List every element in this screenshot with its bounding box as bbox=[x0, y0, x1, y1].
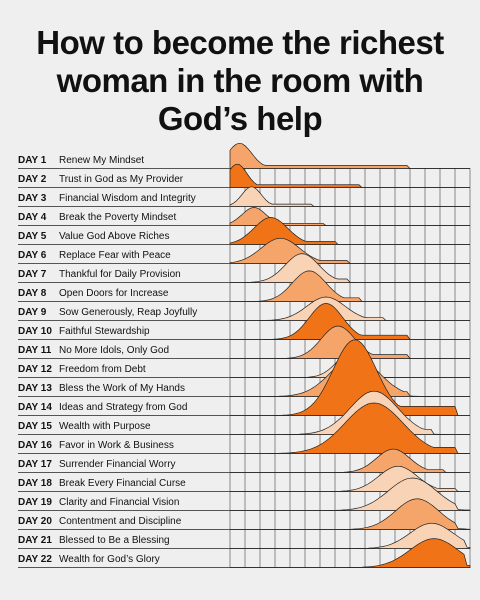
day-row: DAY 19 Clarity and Financial Vision bbox=[18, 492, 230, 511]
day-label: Ideas and Strategy from God bbox=[59, 402, 188, 413]
day-number: DAY 20 bbox=[18, 516, 52, 527]
ridge-day-9 bbox=[230, 296, 470, 321]
day-label: Renew My Mindset bbox=[59, 155, 145, 166]
day-row: DAY 14 Ideas and Strategy from God bbox=[18, 397, 230, 416]
day-number: DAY 6 bbox=[18, 250, 47, 261]
day-row: DAY 11 No More Idols, Only God bbox=[18, 340, 230, 359]
day-number: DAY 3 bbox=[18, 193, 47, 204]
day-label: Break the Poverty Mindset bbox=[59, 212, 177, 223]
day-label: Faithful Stewardship bbox=[59, 326, 150, 337]
day-number: DAY 9 bbox=[18, 307, 47, 318]
title-line-2: woman in the room with bbox=[56, 62, 424, 99]
day-number: DAY 10 bbox=[18, 326, 52, 337]
day-row: DAY 2 Trust in God as My Provider bbox=[18, 169, 230, 188]
day-label: Freedom from Debt bbox=[59, 364, 146, 375]
day-row: DAY 9 Sow Generously, Reap Joyfully bbox=[18, 302, 230, 321]
day-row: DAY 13 Bless the Work of My Hands bbox=[18, 378, 230, 397]
day-label: Wealth for God’s Glory bbox=[59, 554, 160, 565]
day-label: Break Every Financial Curse bbox=[59, 478, 186, 489]
day-label: Clarity and Financial Vision bbox=[59, 497, 180, 508]
ridge-day-14 bbox=[230, 339, 470, 416]
day-row: DAY 4 Break the Poverty Mindset bbox=[18, 207, 230, 226]
day-label: No More Idols, Only God bbox=[59, 345, 170, 356]
day-label: Contentment and Discipline bbox=[59, 516, 182, 527]
ridge-day-8 bbox=[230, 270, 470, 302]
day-number: DAY 7 bbox=[18, 269, 47, 280]
day-row: DAY 1 Renew My Mindset bbox=[18, 150, 230, 169]
ridge-day-7 bbox=[230, 253, 470, 283]
day-row: DAY 7 Thankful for Daily Provision bbox=[18, 264, 230, 283]
day-row: DAY 18 Break Every Financial Curse bbox=[18, 473, 230, 492]
ridge-day-17 bbox=[230, 448, 470, 473]
day-number: DAY 4 bbox=[18, 212, 47, 223]
day-number: DAY 21 bbox=[18, 535, 52, 546]
ridge-day-1 bbox=[229, 142, 470, 169]
day-number: DAY 22 bbox=[18, 554, 52, 565]
day-row: DAY 5 Value God Above Riches bbox=[18, 226, 230, 245]
day-row: DAY 22 Wealth for God’s Glory bbox=[18, 549, 230, 568]
day-number: DAY 19 bbox=[18, 497, 52, 508]
day-label: Blessed to Be a Blessing bbox=[59, 535, 170, 546]
day-label: Favor in Work & Business bbox=[59, 440, 174, 451]
day-row: DAY 17 Surrender Financial Worry bbox=[18, 454, 230, 473]
title-line-1: How to become the richest bbox=[36, 24, 444, 61]
day-label: Surrender Financial Worry bbox=[59, 459, 176, 470]
chart-ridges bbox=[229, 142, 471, 568]
ridge-day-3 bbox=[229, 186, 470, 207]
ridge-day-20 bbox=[230, 498, 471, 530]
day-number: DAY 2 bbox=[18, 174, 47, 185]
day-number: DAY 5 bbox=[18, 231, 47, 242]
day-list: DAY 1 Renew My Mindset DAY 2 Trust in God a… bbox=[18, 150, 230, 568]
day-label: Financial Wisdom and Integrity bbox=[59, 193, 196, 204]
ridge-day-22 bbox=[230, 538, 471, 568]
day-label: Wealth with Purpose bbox=[59, 421, 151, 432]
day-label: Replace Fear with Peace bbox=[59, 250, 171, 261]
day-row: DAY 21 Blessed to Be a Blessing bbox=[18, 530, 230, 549]
title-line-3: God’s help bbox=[157, 100, 323, 137]
day-number: DAY 15 bbox=[18, 421, 52, 432]
day-row: DAY 12 Freedom from Debt bbox=[18, 359, 230, 378]
day-row: DAY 15 Wealth with Purpose bbox=[18, 416, 230, 435]
day-number: DAY 1 bbox=[18, 155, 47, 166]
ridge-day-5 bbox=[229, 217, 470, 245]
day-number: DAY 18 bbox=[18, 478, 52, 489]
ridge-day-6 bbox=[229, 237, 470, 264]
day-number: DAY 8 bbox=[18, 288, 47, 299]
day-row: DAY 6 Replace Fear with Peace bbox=[18, 245, 230, 264]
day-number: DAY 17 bbox=[18, 459, 52, 470]
day-label: Thankful for Daily Provision bbox=[59, 269, 181, 280]
ridge-day-4 bbox=[229, 207, 470, 226]
day-number: DAY 12 bbox=[18, 364, 52, 375]
day-number: DAY 11 bbox=[18, 345, 52, 356]
day-row: DAY 8 Open Doors for Increase bbox=[18, 283, 230, 302]
ridge-day-21 bbox=[230, 522, 471, 549]
ridge-day-16 bbox=[230, 402, 471, 454]
day-label: Bless the Work of My Hands bbox=[59, 383, 185, 394]
day-label: Open Doors for Increase bbox=[59, 288, 169, 299]
day-row: DAY 3 Financial Wisdom and Integrity bbox=[18, 188, 230, 207]
day-row: DAY 10 Faithful Stewardship bbox=[18, 321, 230, 340]
ridge-day-2 bbox=[229, 163, 470, 188]
day-number: DAY 16 bbox=[18, 440, 52, 451]
ridge-day-10 bbox=[230, 303, 470, 340]
day-number: DAY 13 bbox=[18, 383, 52, 394]
day-row: DAY 20 Contentment and Discipline bbox=[18, 511, 230, 530]
day-label: Sow Generously, Reap Joyfully bbox=[59, 307, 198, 318]
day-label: Trust in God as My Provider bbox=[59, 174, 184, 185]
ridge-day-15 bbox=[230, 390, 470, 435]
day-row: DAY 16 Favor in Work & Business bbox=[18, 435, 230, 454]
page-title: How to become the richest woman in the r… bbox=[0, 24, 480, 138]
day-number: DAY 14 bbox=[18, 402, 52, 413]
day-label: Value God Above Riches bbox=[59, 231, 170, 242]
